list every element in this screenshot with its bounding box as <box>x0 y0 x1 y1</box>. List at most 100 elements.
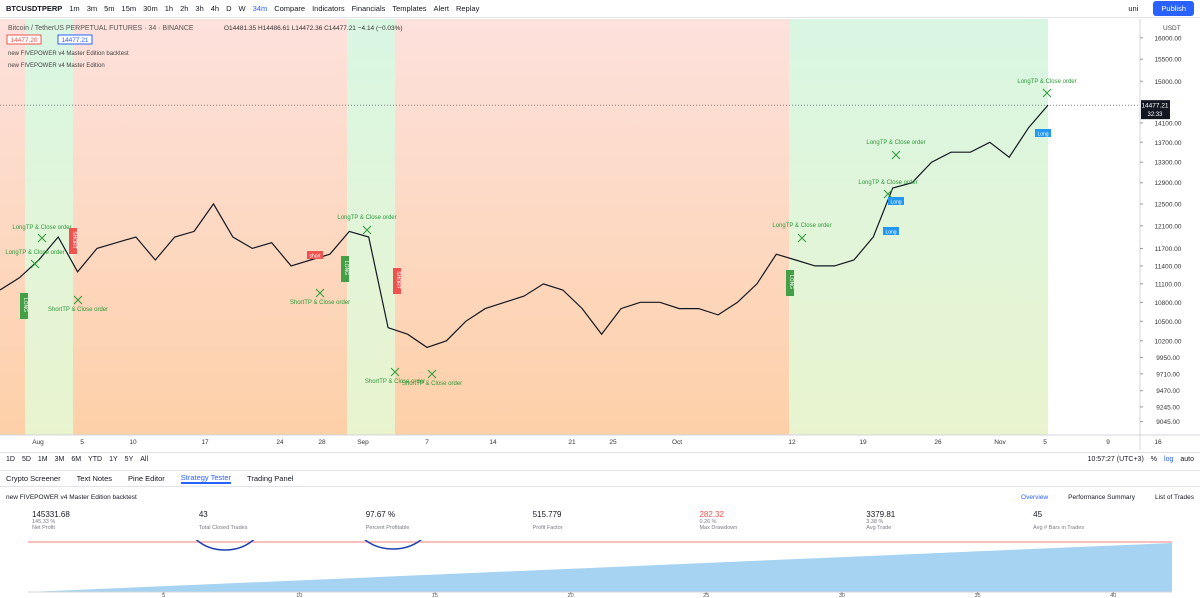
range-button[interactable]: All <box>140 456 149 463</box>
interval[interactable]: 34m <box>252 4 268 13</box>
signal-tag <box>341 256 349 282</box>
tab[interactable]: Crypto Screener <box>6 474 61 483</box>
range-button[interactable]: 5D <box>21 456 31 463</box>
time-label: 10 <box>129 439 137 446</box>
price-label: 11400.00 <box>1155 263 1182 270</box>
order-cross <box>883 189 893 199</box>
interval[interactable]: 3h <box>195 4 204 13</box>
sell-price[interactable]: 14477.20 <box>10 37 37 44</box>
order-label: LongTP & Close order <box>12 225 71 231</box>
scale-option[interactable]: auto <box>1180 456 1194 463</box>
last-price-box <box>1141 100 1170 120</box>
signal-tag <box>883 227 899 235</box>
toolbar-button[interactable]: Alert <box>433 4 449 13</box>
signal-tag <box>69 228 77 254</box>
interval[interactable]: 2h <box>180 4 189 13</box>
interval[interactable]: 30m <box>143 4 158 13</box>
stat: 45 Avg # Bars in Trades <box>1033 510 1200 540</box>
stat: 43 Total Closed Trades <box>199 510 366 540</box>
zone-short <box>73 19 347 435</box>
signal-text: short <box>309 254 321 260</box>
symbol[interactable]: BTCUSDTPERP <box>6 4 63 13</box>
signal-text: LONG <box>22 298 28 312</box>
buy-price[interactable]: 14477.21 <box>61 37 88 44</box>
toolbar-button[interactable]: Replay <box>455 4 480 13</box>
range-button[interactable]: 3M <box>54 456 65 463</box>
x-tick-label: 40 <box>1110 593 1116 598</box>
time-label: 5 <box>80 439 84 446</box>
stat: 145331.68 145.33 % Net Profit <box>32 510 199 540</box>
strategy-title: new FIVEPOWER v4 Master Edition backtest <box>6 493 137 501</box>
scale-option[interactable]: log <box>1164 456 1174 463</box>
tab[interactable]: Text Notes <box>76 474 113 483</box>
time-label: 24 <box>276 439 284 446</box>
interval[interactable]: 3m <box>86 4 98 13</box>
price-label: 9045.00 <box>1156 419 1180 426</box>
stat-label: Percent Profitable <box>365 525 410 531</box>
symbol-title: Bitcoin / TetherUS PERPETUAL FUTURES · 3… <box>8 25 194 32</box>
time-label: 28 <box>318 439 326 446</box>
interval[interactable]: 4h <box>210 4 220 13</box>
price-label: 10800.00 <box>1154 300 1181 307</box>
order-label: LongTP & Close order <box>1017 79 1076 85</box>
price-line <box>0 104 1049 349</box>
tab[interactable]: Pine Editor <box>128 474 165 483</box>
stat-sub: 145.33 % <box>32 519 56 525</box>
time-label: Aug <box>32 439 44 446</box>
range-button[interactable]: 1Y <box>109 456 118 463</box>
buy-box[interactable] <box>57 34 93 45</box>
price-chart: Bitcoin / TetherUS PERPETUAL FUTURES · 3… <box>0 19 1200 450</box>
stat-label: Max Drawdown <box>699 525 738 531</box>
strategy-stats: 145331.68 145.33 % Net Profit 43 Total Clos… <box>0 510 1200 540</box>
view-tab[interactable]: Overview <box>1021 493 1049 501</box>
order-label: ShortTP & Close order <box>402 381 462 387</box>
time-label: 5 <box>1043 439 1047 446</box>
stat-label: Avg Trade <box>866 525 892 531</box>
range-button[interactable]: 1D <box>6 456 15 463</box>
toolbar-button[interactable]: Financials <box>351 4 386 13</box>
signal-tag <box>1035 129 1051 137</box>
interval[interactable]: D <box>226 4 232 13</box>
range-button[interactable]: 1M <box>37 456 48 463</box>
stat-label: Net Profit <box>32 525 55 531</box>
range-button[interactable]: 6M <box>71 456 82 463</box>
stat: 282.32 0.26 % Max Drawdown <box>699 510 866 540</box>
price-label: 12900.00 <box>1154 180 1181 187</box>
interval[interactable]: 5m <box>104 4 115 13</box>
order-cross <box>315 288 325 298</box>
view-tab[interactable]: List of Trades <box>1154 493 1194 501</box>
order-cross <box>390 367 400 377</box>
interval[interactable]: 1h <box>164 4 174 13</box>
price-label: 9245.00 <box>1156 404 1180 411</box>
range-button[interactable]: 5Y <box>124 456 134 463</box>
x-tick-label: 5 <box>162 593 165 598</box>
zone-long <box>347 19 395 435</box>
currency: USDT <box>1163 25 1181 32</box>
view-tab[interactable]: Performance Summary <box>1068 493 1135 501</box>
price-label: 11100.00 <box>1155 281 1182 288</box>
sell-box[interactable] <box>6 34 42 45</box>
top-toolbar: BTCUSDTPERP 1m 3m 5m 15m 30m 1h 2h 3h 4h D W 34m Comp… <box>0 0 1200 18</box>
user[interactable]: uni <box>1128 4 1139 13</box>
stat-label: Avg # Bars in Trades <box>1033 525 1085 531</box>
toolbar-button[interactable]: Compare <box>274 4 306 13</box>
tab[interactable]: Strategy Tester <box>180 473 232 484</box>
order-label: LongTP & Close order <box>337 215 396 221</box>
signal-tag <box>307 251 323 259</box>
interval[interactable]: 1m <box>69 4 80 13</box>
interval[interactable]: 15m <box>121 4 137 13</box>
signal-tag <box>20 293 28 319</box>
order-label: LongTP & Close order <box>858 180 917 186</box>
signal-text: LONG <box>788 275 794 289</box>
tab[interactable]: Trading Panel <box>247 474 294 483</box>
interval[interactable]: W <box>238 4 246 13</box>
range-button[interactable]: YTD <box>88 456 103 463</box>
toolbar-button[interactable]: Templates <box>392 4 427 13</box>
publish-button[interactable]: Publish <box>1153 1 1194 16</box>
signal-text: Long <box>890 200 901 206</box>
toolbar-button[interactable]: Indicators <box>312 4 345 13</box>
price-label: 12100.00 <box>1154 223 1181 230</box>
time-label: 7 <box>425 439 429 446</box>
price-label: 13700.00 <box>1154 140 1181 147</box>
scale-option[interactable]: % <box>1150 456 1158 463</box>
